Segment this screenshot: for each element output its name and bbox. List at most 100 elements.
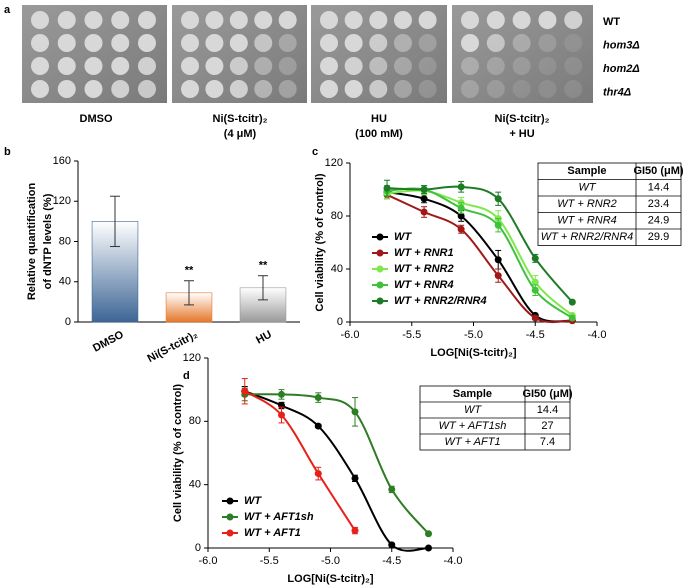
condition-label: (100 mM) (355, 128, 403, 140)
yeast-spot (486, 57, 505, 75)
data-point (241, 387, 249, 395)
y-tick-label: 40 (59, 276, 71, 288)
y-tick-label: 120 (183, 352, 201, 364)
table-cell: WT (464, 404, 482, 416)
yeast-spot (111, 34, 130, 52)
yeast-spot (84, 34, 103, 52)
legend-marker (376, 281, 384, 289)
yeast-spot (486, 80, 505, 98)
yeast-spot (137, 57, 156, 75)
y-tick-label: 0 (195, 542, 201, 554)
data-point (314, 394, 322, 402)
legend-label: WT + RNR2/RNR4 (394, 295, 487, 307)
data-point (388, 541, 396, 549)
y-tick-label: 0 (337, 316, 343, 328)
strain-label: thr4Δ (603, 86, 631, 98)
y-axis-label: Cell viability (% of control) (314, 173, 326, 311)
data-point (531, 278, 539, 286)
significance-label: ** (185, 265, 194, 277)
error-bar (258, 275, 268, 301)
yeast-spot (369, 11, 388, 29)
y-axis-label: of dNTP levels (%) (42, 193, 54, 289)
data-point (351, 527, 359, 535)
yeast-spot (344, 11, 363, 29)
data-point (314, 422, 322, 430)
legend-label: WT + AFT1sh (244, 511, 314, 523)
yeast-spot (461, 57, 479, 75)
legend-label: WT + AFT1 (244, 527, 301, 539)
yeast-spot (418, 34, 437, 52)
yeast-spot (486, 34, 505, 52)
yeast-spot (205, 57, 224, 75)
y-tick-label: 40 (331, 263, 343, 275)
x-tick-label: -4.5 (526, 329, 545, 341)
legend-marker (376, 233, 384, 241)
yeast-spot (393, 80, 412, 98)
data-point (531, 314, 539, 322)
data-point (388, 485, 396, 493)
condition-label: (4 μM) (224, 128, 257, 140)
yeast-spot (564, 11, 583, 29)
y-tick-label: 80 (331, 210, 343, 222)
legend-marker (226, 513, 234, 521)
y-tick-label: 120 (53, 195, 71, 207)
x-tick-label: -4.0 (588, 329, 607, 341)
yeast-spot (461, 11, 479, 29)
yeast-spot (393, 57, 412, 75)
data-point (494, 272, 502, 280)
yeast-spot (538, 34, 557, 52)
yeast-spot (181, 11, 199, 29)
legend-label: WT (244, 495, 262, 507)
legend-marker (376, 249, 384, 257)
yeast-spot (205, 34, 224, 52)
condition-label: + HU (509, 128, 534, 140)
data-point (278, 411, 285, 419)
table-header: GI50 (μM) (633, 165, 683, 177)
x-tick-label: -5.0 (321, 555, 340, 567)
table-cell: 7.4 (540, 436, 555, 448)
data-point (457, 212, 465, 220)
table-cell: WT + RNR2/RNR4 (541, 231, 634, 243)
data-point (531, 254, 539, 262)
yeast-spot (229, 57, 248, 75)
yeast-spot (344, 80, 363, 98)
y-tick-label: 80 (59, 235, 71, 247)
yeast-spot (278, 11, 297, 29)
yeast-spot (538, 11, 557, 29)
table-cell: WT (578, 182, 596, 194)
yeast-spot (229, 80, 248, 98)
yeast-spot (461, 34, 479, 52)
y-tick-label: 40 (189, 479, 201, 491)
table-cell: WT + AFT1 (444, 436, 500, 448)
legend-marker (376, 297, 384, 305)
data-point (278, 390, 285, 398)
y-tick-label: 80 (189, 415, 201, 427)
table-cell: 14.4 (648, 182, 669, 194)
yeast-spot (57, 57, 76, 75)
strain-label: hom3Δ (603, 39, 640, 51)
error-bar (110, 195, 120, 248)
y-tick-label: 160 (53, 155, 71, 167)
data-point (457, 225, 465, 233)
legend-marker (226, 529, 234, 537)
data-point (457, 204, 465, 212)
yeast-spot (320, 80, 338, 98)
legend-label: WT (394, 231, 412, 243)
yeast-spot (393, 34, 412, 52)
data-point (420, 195, 428, 203)
table-header: GI50 (μM) (522, 388, 572, 400)
data-point (314, 470, 322, 478)
yeast-spot (538, 57, 557, 75)
table-header: Sample (453, 388, 492, 400)
yeast-spot (320, 57, 338, 75)
yeast-spot (564, 34, 583, 52)
strain-label: hom2Δ (603, 63, 640, 75)
panel-label: c (312, 146, 318, 158)
y-tick-label: 120 (325, 157, 343, 169)
data-point (351, 408, 359, 416)
panel-label: b (4, 146, 11, 158)
yeast-spot (111, 80, 130, 98)
x-axis-label: LOG[Ni(S-tcitr)₂] (430, 347, 516, 359)
yeast-spot (57, 80, 76, 98)
